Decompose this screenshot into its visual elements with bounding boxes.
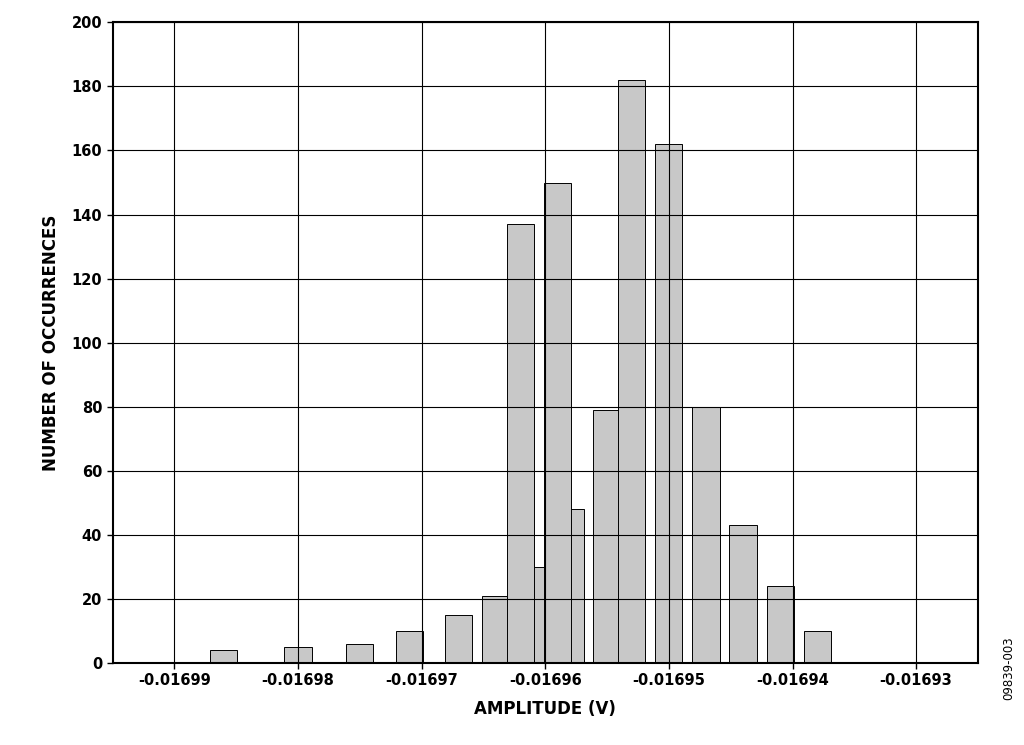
Bar [767,586,794,663]
Bar [804,631,830,663]
Bar [445,615,472,663]
Bar [692,407,720,663]
Bar [285,647,311,663]
Text: 09839-003: 09839-003 [1002,637,1015,700]
Bar [618,80,645,663]
Bar [507,224,535,663]
Y-axis label: NUMBER OF OCCURRENCES: NUMBER OF OCCURRENCES [42,215,60,471]
Bar [655,144,682,663]
Bar [594,410,621,663]
Bar [544,183,571,663]
Bar [346,644,374,663]
Bar [395,631,423,663]
X-axis label: AMPLITUDE (V): AMPLITUDE (V) [474,700,616,717]
Bar [729,525,757,663]
Bar [519,567,547,663]
Bar [482,596,509,663]
Bar [210,650,238,663]
Bar [556,510,584,663]
